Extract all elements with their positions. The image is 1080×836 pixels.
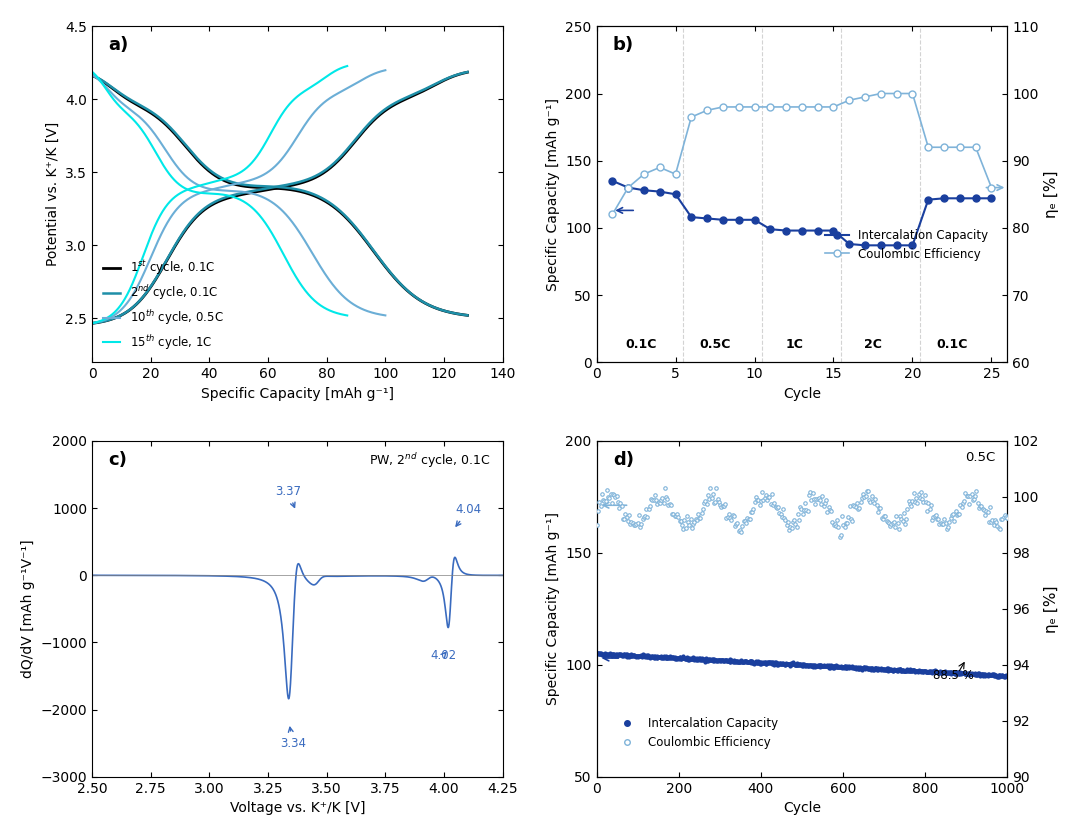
- Y-axis label: ηₑ [%]: ηₑ [%]: [1044, 171, 1059, 218]
- Text: 0.5C: 0.5C: [964, 451, 995, 464]
- Text: 4.02: 4.02: [430, 650, 456, 662]
- Text: d): d): [613, 451, 634, 469]
- Y-axis label: Specific Capacity [mAh g⁻¹]: Specific Capacity [mAh g⁻¹]: [545, 98, 559, 291]
- Text: PW, 2$^{nd}$ cycle, 0.1C: PW, 2$^{nd}$ cycle, 0.1C: [368, 451, 490, 470]
- Legend: 1$^{st}$ cycle, 0.1C, 2$^{nd}$ cycle, 0.1C, 10$^{th}$ cycle, 0.5C, 15$^{th}$ cyc: 1$^{st}$ cycle, 0.1C, 2$^{nd}$ cycle, 0.…: [98, 254, 228, 356]
- Text: 4.04: 4.04: [456, 503, 482, 526]
- Legend: Intercalation Capacity, Coulombic Efficiency: Intercalation Capacity, Coulombic Effici…: [821, 224, 994, 265]
- X-axis label: Specific Capacity [mAh g⁻¹]: Specific Capacity [mAh g⁻¹]: [201, 386, 394, 400]
- Text: c): c): [108, 451, 127, 469]
- Text: 1C: 1C: [785, 339, 802, 351]
- Text: 3.34: 3.34: [280, 727, 306, 750]
- Y-axis label: ηₑ [%]: ηₑ [%]: [1044, 585, 1059, 633]
- Text: 88.5 %: 88.5 %: [933, 669, 974, 682]
- Text: b): b): [613, 37, 634, 54]
- X-axis label: Cycle: Cycle: [783, 386, 821, 400]
- Text: 3.37: 3.37: [275, 485, 301, 507]
- Text: 0.1C: 0.1C: [625, 339, 657, 351]
- Text: 2C: 2C: [864, 339, 882, 351]
- Y-axis label: Potential vs. K⁺/K [V]: Potential vs. K⁺/K [V]: [45, 122, 59, 267]
- X-axis label: Cycle: Cycle: [783, 801, 821, 815]
- Legend: Intercalation Capacity, Coulombic Efficiency: Intercalation Capacity, Coulombic Effici…: [610, 713, 783, 754]
- Y-axis label: dQ/dV [mAh g⁻¹V⁻¹]: dQ/dV [mAh g⁻¹V⁻¹]: [21, 539, 35, 678]
- X-axis label: Voltage vs. K⁺/K [V]: Voltage vs. K⁺/K [V]: [230, 801, 365, 815]
- Text: 0.1C: 0.1C: [936, 339, 968, 351]
- Text: 0.5C: 0.5C: [700, 339, 731, 351]
- Text: a): a): [108, 37, 129, 54]
- Y-axis label: Specific Capacity [mAh g⁻¹]: Specific Capacity [mAh g⁻¹]: [545, 512, 559, 706]
